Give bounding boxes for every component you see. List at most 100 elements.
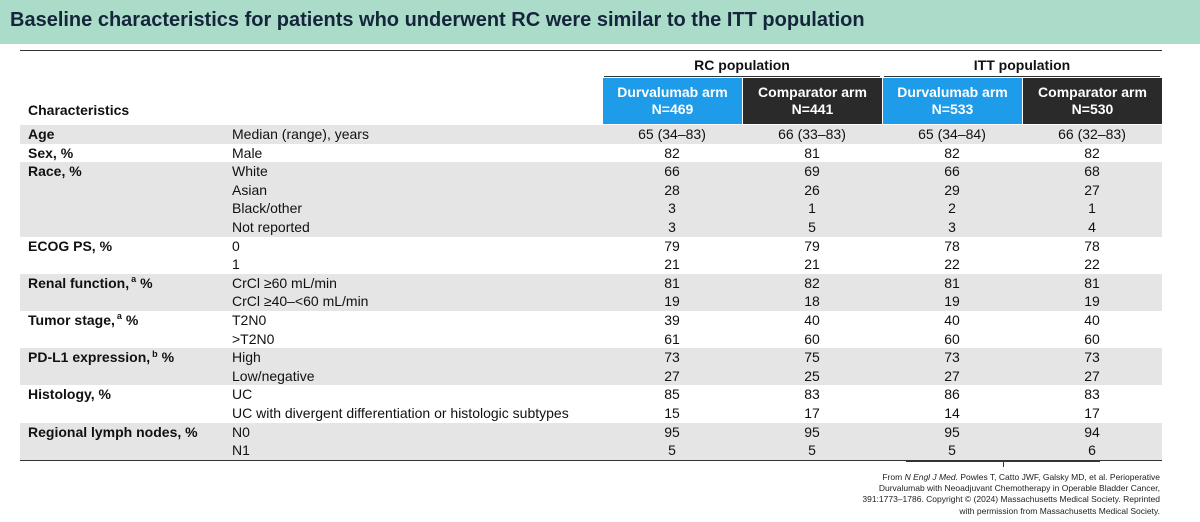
row-label-sup: b [152,348,158,359]
row-label-text: ECOG PS, % [28,237,113,254]
row-label-text: Race, % [28,163,82,180]
row-label-text: Sex, % [28,144,74,161]
value-cell: 3 [668,219,676,235]
column-n: N=441 [791,101,834,117]
value-cell: 28 [664,181,680,198]
value-cell: 79 [804,237,820,254]
value-cell: 95 [664,423,680,440]
value-cell: 5 [808,442,816,459]
footnote-line: From N Engl J Med. Powles T, Catto JWF, … [820,472,1160,483]
row-label-sup: a [116,311,122,322]
row-group [20,273,1162,311]
group-header: ITT population [973,57,1071,73]
row-sublabel: Male [232,144,263,161]
value-cell: 83 [1084,386,1100,403]
row-sublabel: UC [232,386,253,403]
value-cell: 60 [804,330,820,347]
footnote-line: with permission from Massachusetts Medic… [959,505,1160,516]
value-cell: 75 [804,349,820,366]
value-cell: 95 [804,423,820,440]
value-cell: 66 (32–83) [1058,126,1126,142]
value-cell: 27 [1084,367,1100,384]
row-label-text: Histology, % [28,386,111,403]
row-sublabel: White [232,163,268,180]
title-band [0,0,1200,44]
table-bottom-rule [20,459,1162,461]
value-cell: 81 [664,274,680,291]
row-group [20,348,1162,386]
row-sublabel: Not reported [232,219,310,235]
row-sublabel: Asian [232,181,268,198]
value-cell: 82 [944,144,960,161]
row-sublabel: CrCl ≥40–<60 mL/min [232,293,369,310]
value-cell: 83 [804,386,820,403]
column-n: N=533 [931,101,974,117]
row-sublabel: T2N0 [232,312,267,328]
value-cell: 66 [944,163,960,180]
column-header: Comparator arm N=441 [743,78,882,124]
value-cell: 73 [944,349,960,366]
value-cell: 3 [668,200,676,217]
row-sublabel: Low/negative [232,367,315,384]
value-cell: 86 [944,386,960,403]
row-group [20,143,1162,163]
value-cell: 3 [948,219,956,235]
value-cell: 18 [804,293,820,310]
bracket-tick [1003,461,1004,467]
row-label: Age [28,125,54,144]
value-cell: 6 [1088,442,1096,459]
value-cell: 5 [668,442,676,459]
value-cell: 66 (33–83) [778,126,846,142]
footnote: From N Engl J Med. Powles T, Catto JWF, … [820,472,1160,517]
row-label-text: Renal function, [28,274,130,291]
value-cell: 22 [944,256,960,273]
title: Baseline characteristics for patients wh… [10,9,865,31]
value-cell: 2 [948,200,956,217]
value-cell: 1 [808,200,816,217]
row-group [20,236,1162,274]
row-label: ECOG PS, % [28,237,112,256]
column-name: Comparator arm [758,84,867,100]
value-cell: 78 [944,237,960,254]
row-sublabel: 0 [232,237,240,254]
group-rule [884,76,1160,77]
row-group [20,385,1162,423]
row-label-text: PD-L1 expression, [28,349,151,366]
value-cell: 25 [804,367,820,384]
row-label: Sex, % [28,144,73,163]
row-label-text: Age [28,126,55,142]
value-cell: 66 [664,163,680,180]
value-cell: 82 [664,144,680,161]
row-sublabel: N1 [232,442,250,459]
row-group [20,422,1162,460]
value-cell: 81 [944,274,960,291]
column-header: Durvalumab arm N=469 [603,78,742,124]
value-cell: 79 [664,237,680,254]
value-cell: 40 [944,312,960,328]
column-header: Durvalumab arm N=533 [883,78,1022,124]
row-label: Histology, % [28,385,111,404]
value-cell: 61 [664,330,680,347]
value-cell: 81 [1084,274,1100,291]
value-cell: 95 [944,423,960,440]
row-label-suffix: % [125,312,139,328]
footnote-line: 391:1773–1786. Copyright © (2024) Massac… [862,494,1160,505]
value-cell: 65 (34–84) [918,126,986,142]
value-cell: 17 [1084,405,1100,421]
footnote-text: Powles T, Catto JWF, Galsky MD, et al. P… [960,472,1160,482]
value-cell: 85 [664,386,680,403]
value-cell: 27 [1084,181,1100,198]
row-group [20,125,1162,144]
column-name: Comparator arm [1038,84,1147,100]
column-n: N=469 [651,101,694,117]
value-cell: 21 [804,256,820,273]
value-cell: 81 [804,144,820,161]
value-cell: 39 [664,312,680,328]
value-cell: 19 [1084,293,1100,310]
row-label-text: Regional lymph nodes, % [28,423,198,440]
value-cell: 5 [808,219,816,235]
row-sublabel: 1 [232,256,240,273]
value-cell: 19 [664,293,680,310]
row-label: PD-L1 expression, b% [28,348,174,367]
column-header: Comparator arm N=530 [1023,78,1162,124]
